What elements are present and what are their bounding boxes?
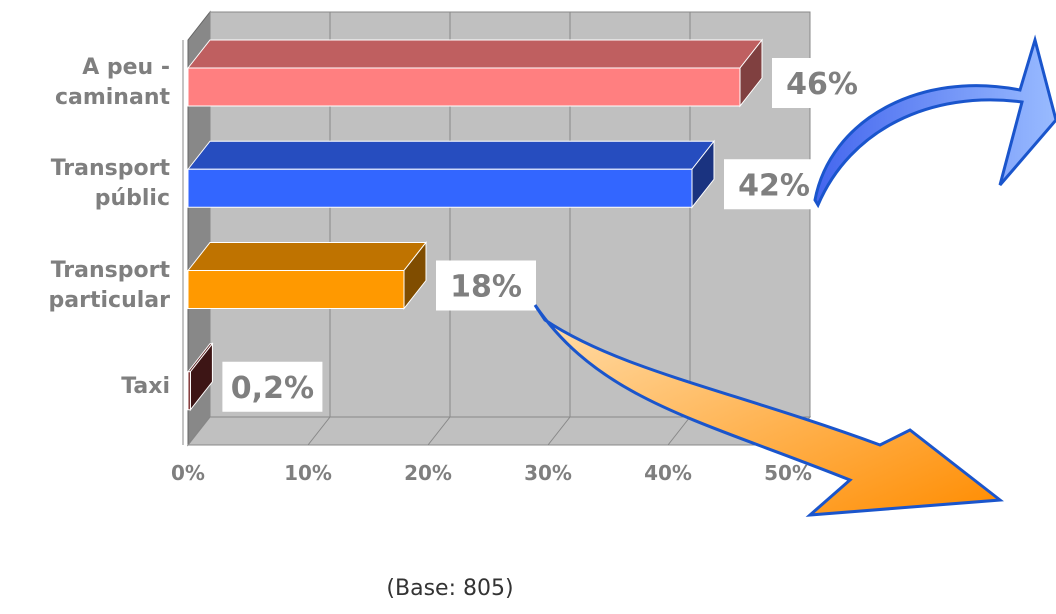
- value-label: 46%: [786, 67, 858, 102]
- value-label-box: [724, 159, 824, 210]
- value-label-box: [772, 58, 872, 108]
- bar: [187, 168, 693, 208]
- category-label: A peu - caminant: [54, 55, 170, 110]
- x-tick-label: 10%: [284, 461, 332, 485]
- note: (Base: 805): [386, 576, 514, 601]
- bar-top: [186, 242, 428, 271]
- bar: [187, 270, 405, 309]
- value-label: 0,2%: [231, 371, 314, 406]
- x-tick-label: 20%: [404, 461, 452, 485]
- value-label-box: [222, 361, 323, 412]
- bar-top: [186, 39, 764, 69]
- category-label: Transport públic: [50, 156, 170, 212]
- floor-grid-line: [547, 416, 571, 446]
- x-tick-label: 50%: [764, 461, 812, 485]
- orange-arrow: [533, 304, 1004, 517]
- value-label: 42%: [738, 168, 810, 203]
- value-label-box: [436, 260, 536, 311]
- x-tick-label: 30%: [524, 461, 572, 485]
- bar-top: [186, 140, 716, 170]
- floor-grid-line: [667, 416, 691, 446]
- category-label: Taxi: [121, 373, 170, 399]
- category-label: Transport particular: [48, 257, 170, 313]
- x-tick-label: 0%: [171, 461, 205, 485]
- bar: [187, 371, 191, 411]
- floor-grid-line: [427, 416, 451, 446]
- value-label: 18%: [450, 270, 522, 305]
- x-tick-label: 40%: [644, 461, 692, 485]
- bar: [187, 67, 741, 107]
- floor-grid-line: [307, 416, 331, 446]
- floor-grid-line: [187, 416, 211, 446]
- blue-arrow: [813, 34, 1056, 209]
